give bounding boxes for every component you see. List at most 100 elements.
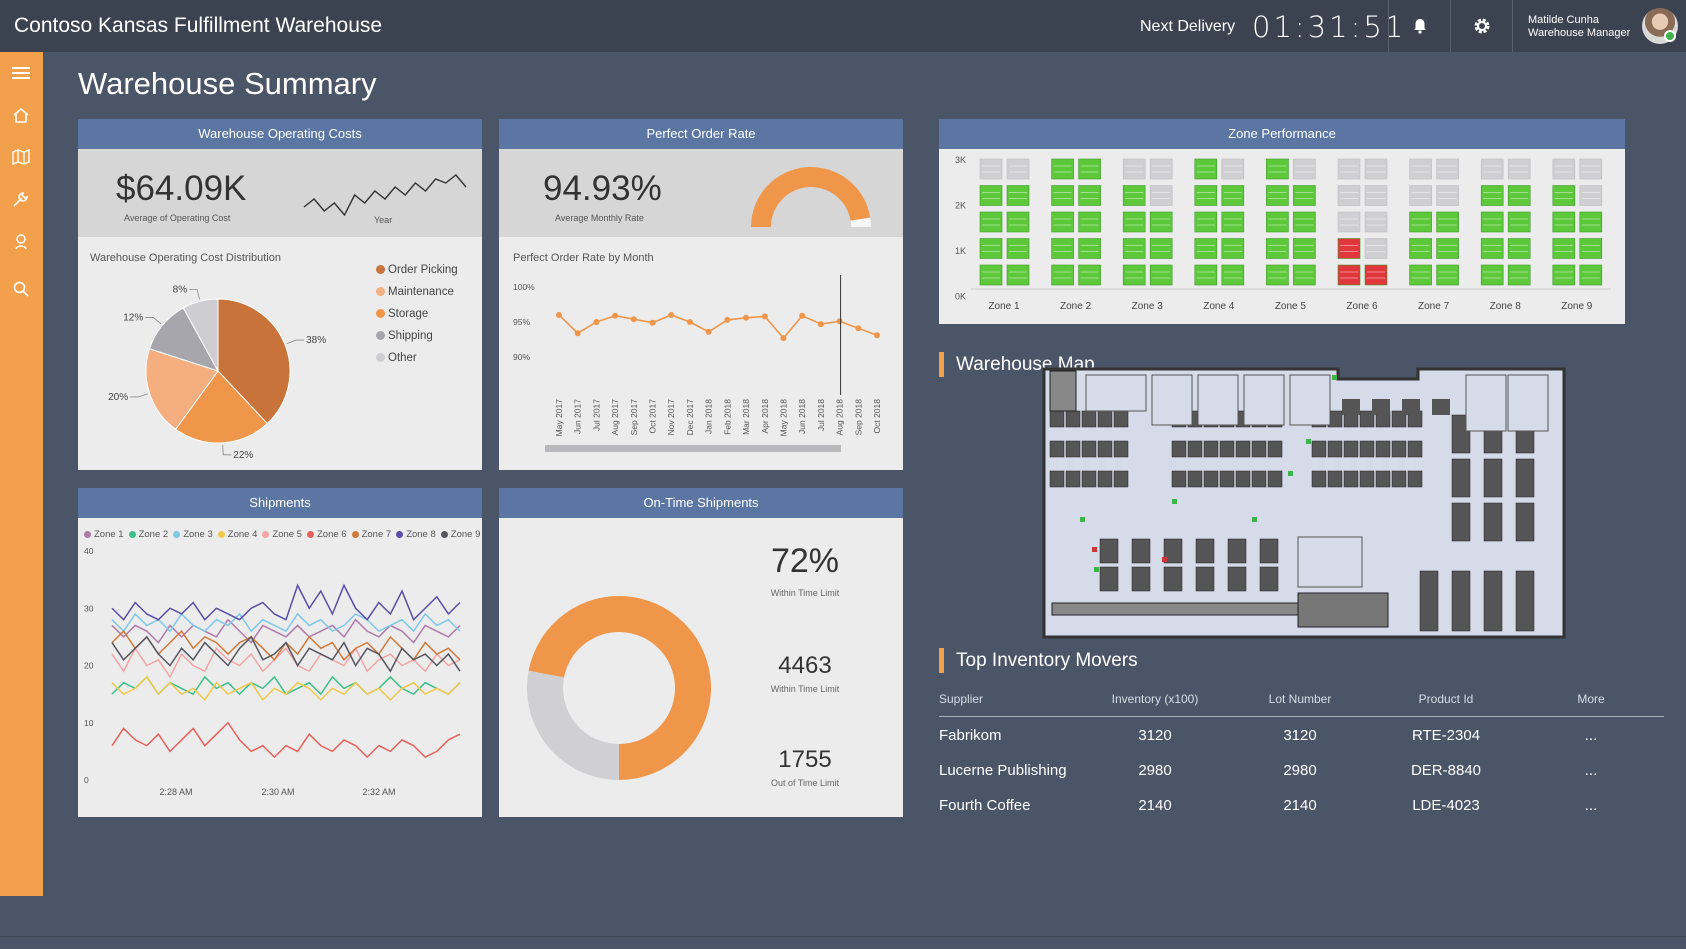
- x-tick-label: Zone 7: [1418, 301, 1450, 312]
- settings-button[interactable]: [1450, 0, 1512, 52]
- notifications-button[interactable]: [1388, 0, 1450, 52]
- zone-performance-chart: 3K 2K 1K 0K Zone 1 Zone 2 Zone 3 Zone 4 Zone 5 Zo…: [955, 155, 1611, 312]
- zone-bar-cell: [1051, 264, 1074, 286]
- bar-cell-fill: [1122, 185, 1146, 206]
- bar-cell-fill: [1480, 264, 1504, 286]
- operating-costs-title: Warehouse Operating Costs: [78, 119, 482, 149]
- zone-bar-cell: [1149, 158, 1173, 180]
- zone-bar-cell: [1194, 185, 1218, 206]
- gear-icon: [1474, 18, 1489, 34]
- zone-bar-cell: [1266, 211, 1289, 233]
- series-line-zone-6: [111, 721, 461, 759]
- on-time-percent-label: Within Time Limit: [770, 588, 840, 598]
- more-button[interactable]: ...: [1584, 762, 1598, 779]
- zone-bar-cell: [1507, 238, 1531, 259]
- legend-item: Zone 4: [217, 529, 257, 540]
- data-point: [556, 312, 562, 318]
- wrench-icon[interactable]: [10, 188, 32, 210]
- table-cell: RTE-2304: [1411, 727, 1481, 744]
- sparkline-line: [303, 174, 467, 217]
- zone-bar-cell: [1480, 211, 1504, 233]
- rack-bay: [1113, 470, 1129, 488]
- worker-marker: [1288, 471, 1293, 476]
- within-limit-count-label: Within Time Limit: [770, 684, 840, 694]
- zone-bar-cell: [1266, 238, 1289, 259]
- zone-bar-cell: [1266, 185, 1289, 206]
- zone-bar-cell: [979, 238, 1003, 259]
- column-header: Lot Number: [1268, 692, 1332, 706]
- user-role: Warehouse Manager: [1528, 27, 1631, 39]
- rack-bay: [1251, 440, 1267, 458]
- gauge-fill: [751, 166, 871, 227]
- zone-bar-cell: [1337, 264, 1361, 286]
- on-time-percent: 72%: [770, 542, 840, 580]
- series-line-zone-7: [111, 629, 461, 661]
- gauge-remainder: [850, 217, 871, 227]
- zone-bar-cell: [1006, 264, 1030, 286]
- hamburger-menu-icon[interactable]: [10, 62, 32, 84]
- column-header: Inventory (x100): [1111, 692, 1199, 706]
- zone-bar-cell: [1051, 238, 1074, 259]
- x-tick-label: Sep 2017: [629, 399, 639, 436]
- bar-cell-fill: [1552, 238, 1576, 259]
- data-point: [761, 313, 768, 320]
- zone-bar-cell: [1194, 158, 1218, 180]
- conveyor-belt: [1051, 602, 1313, 616]
- table-row[interactable]: Lucerne Publishing 2980 2980 DER-8840...: [939, 762, 1664, 792]
- x-tick-label: May 2018: [778, 399, 788, 437]
- perfect-order-value-label: Average Monthly Rate: [555, 213, 644, 223]
- rack-bay: [1311, 440, 1327, 458]
- data-point: [630, 316, 637, 323]
- out-of-limit-count-label: Out of Time Limit: [770, 778, 840, 788]
- legend-swatch: [376, 331, 385, 340]
- series-line-zone-8: [111, 583, 461, 622]
- table-row[interactable]: Fabrikom 3120 3120 RTE-2304...: [939, 727, 1664, 757]
- x-tick-label: Jun 2018: [797, 399, 807, 434]
- zone-bar-cell: [1221, 211, 1245, 233]
- map-book-icon[interactable]: [10, 146, 32, 168]
- bar-cell-fill: [1122, 158, 1146, 180]
- pie-data-label: 22%: [233, 450, 253, 461]
- loading-bay: [1151, 374, 1193, 426]
- rack-bay: [1342, 399, 1360, 415]
- zone-bar-cell: [1409, 185, 1432, 206]
- bar-cell-fill: [1364, 211, 1388, 233]
- zone-bar-cell: [1293, 211, 1316, 233]
- user-menu[interactable]: [1512, 0, 1686, 52]
- legend-swatch: [217, 531, 225, 538]
- data-point: [799, 312, 806, 319]
- x-tick-label: Jan 2018: [704, 399, 714, 434]
- table-cell: 3120: [1138, 727, 1172, 744]
- warehouse-map[interactable]: [1042, 367, 1566, 639]
- table-row[interactable]: Fourth Coffee 2140 2140 LDE-4023...: [939, 797, 1664, 827]
- zone-bar-cell: [1552, 264, 1576, 286]
- bar-cell-fill: [1480, 211, 1504, 233]
- zone-bar-cell: [1266, 158, 1289, 180]
- bar-cell-fill: [1507, 211, 1531, 233]
- legend-item: Storage: [376, 308, 428, 320]
- bar-cell-fill: [1552, 185, 1576, 206]
- bar-cell-fill: [1006, 264, 1030, 286]
- zone-bar-cell: [1221, 238, 1245, 259]
- page-title: Warehouse Summary: [78, 66, 377, 101]
- zone-bar-cell: [1006, 238, 1030, 259]
- more-button[interactable]: ...: [1584, 727, 1598, 744]
- zone-bar-cell: [979, 211, 1003, 233]
- data-point: [705, 328, 712, 335]
- user-badge-icon[interactable]: [10, 230, 32, 252]
- search-icon[interactable]: [10, 278, 32, 300]
- more-button[interactable]: ...: [1584, 797, 1598, 814]
- bar-cell-fill: [1221, 158, 1245, 180]
- home-icon[interactable]: [10, 104, 32, 126]
- bar-cell-fill: [1507, 158, 1531, 180]
- data-point: [743, 314, 750, 321]
- pie-slice-order-picking: [217, 298, 291, 425]
- donut-slice-within-time-limit: [528, 596, 711, 780]
- zone-bar-cell: [1436, 238, 1459, 259]
- loading-bay: [1289, 374, 1331, 426]
- shipments-title: Shipments: [78, 488, 482, 518]
- y-tick-label: 3K: [955, 155, 966, 165]
- table-cell: LDE-4023: [1412, 797, 1480, 814]
- rack-bay: [1171, 470, 1187, 488]
- rack-bay: [1203, 440, 1219, 458]
